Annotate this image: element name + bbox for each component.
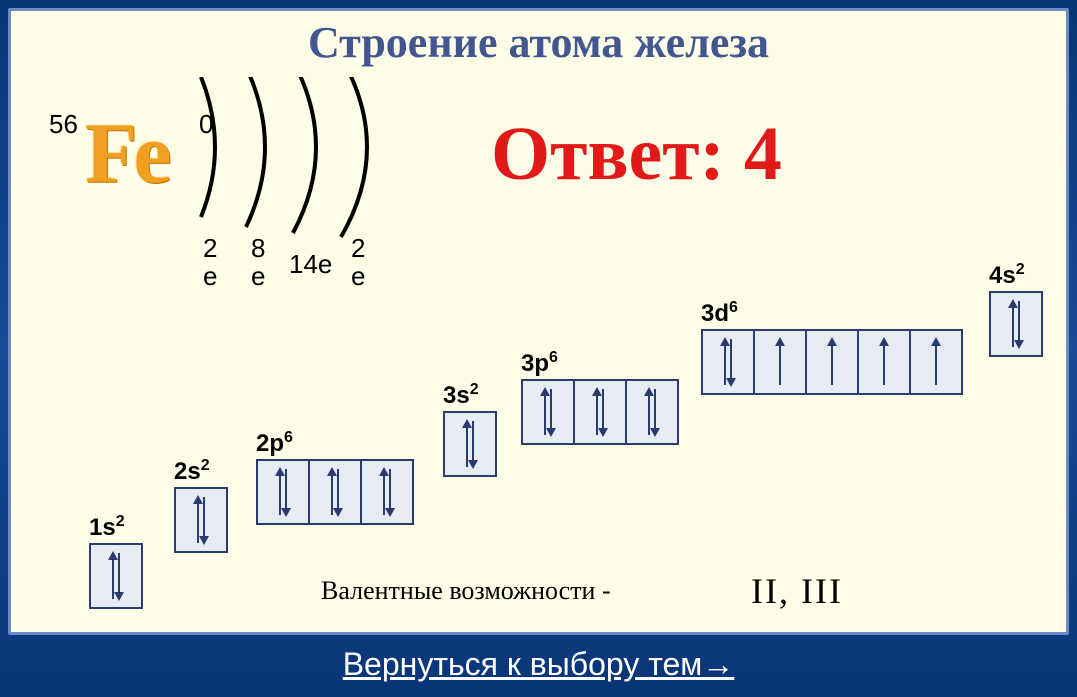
electron-arrow-up bbox=[466, 421, 468, 467]
electron-arrow-up bbox=[779, 339, 781, 385]
electron-arrow-down bbox=[285, 469, 287, 515]
orbital-box bbox=[360, 459, 414, 525]
orbital-box bbox=[308, 459, 362, 525]
valence-values: II, III bbox=[751, 570, 843, 612]
mass-number: 56 bbox=[49, 109, 78, 140]
orbital-box bbox=[701, 329, 755, 395]
electron-shells-arcs bbox=[171, 77, 411, 247]
electron-arrow-up bbox=[197, 497, 199, 543]
electron-arrow-up bbox=[544, 389, 546, 435]
orbital-3p: 3p6 bbox=[521, 379, 679, 445]
orbital-box bbox=[256, 459, 310, 525]
shell-1-e: e bbox=[203, 261, 217, 292]
answer-text: Ответ: 4 bbox=[491, 111, 782, 198]
orbital-box bbox=[174, 487, 228, 553]
electron-arrow-down bbox=[602, 389, 604, 435]
element-symbol: Fe bbox=[85, 103, 168, 203]
orbital-diagram: 1s2 2s2 2p6 3s2 3p6 3d6 4s2 bbox=[11, 11, 1066, 632]
orbital-box bbox=[805, 329, 859, 395]
slide-title: Строение атома железа bbox=[11, 17, 1066, 68]
orbital-3s: 3s2 bbox=[443, 411, 497, 477]
orbital-boxes-3d bbox=[701, 329, 963, 395]
content-panel: Строение атома железа 56 Fe 0 2 e 8 e 14… bbox=[11, 11, 1066, 632]
orbital-box bbox=[521, 379, 575, 445]
electron-arrow-down bbox=[730, 339, 732, 385]
shell-4-n: 2 bbox=[351, 233, 365, 264]
orbital-box bbox=[89, 543, 143, 609]
orbital-box bbox=[753, 329, 807, 395]
orbital-label-2p: 2p6 bbox=[256, 429, 293, 458]
electron-arrow-down bbox=[1018, 301, 1020, 347]
electron-arrow-down bbox=[203, 497, 205, 543]
electron-arrow-down bbox=[550, 389, 552, 435]
orbital-boxes-2s bbox=[174, 487, 228, 553]
orbital-2s: 2s2 bbox=[174, 487, 228, 553]
orbital-box bbox=[625, 379, 679, 445]
orbital-boxes-3p bbox=[521, 379, 679, 445]
orbital-label-4s: 4s2 bbox=[989, 261, 1025, 290]
orbital-2p: 2p6 bbox=[256, 459, 414, 525]
electron-arrow-down bbox=[472, 421, 474, 467]
valence-label: Валентные возможности - bbox=[321, 576, 611, 606]
electron-arrow-up bbox=[383, 469, 385, 515]
orbital-label-1s: 1s2 bbox=[89, 513, 125, 542]
orbital-label-3d: 3d6 bbox=[701, 299, 738, 328]
back-link-container: Вернуться к выбору тем→ bbox=[0, 646, 1077, 683]
electron-arrow-down bbox=[118, 553, 120, 599]
orbital-boxes-3s bbox=[443, 411, 497, 477]
electron-arrow-up bbox=[724, 339, 726, 385]
shell-4-e: e bbox=[351, 261, 365, 292]
electron-arrow-up bbox=[112, 553, 114, 599]
shell-2-n: 8 bbox=[251, 233, 265, 264]
electron-arrow-up bbox=[935, 339, 937, 385]
electron-arrow-up bbox=[883, 339, 885, 385]
orbital-label-3s: 3s2 bbox=[443, 381, 479, 410]
slide-border: Строение атома железа 56 Fe 0 2 e 8 e 14… bbox=[8, 8, 1069, 635]
shell-1-n: 2 bbox=[203, 233, 217, 264]
electron-arrow-up bbox=[279, 469, 281, 515]
orbital-boxes-4s bbox=[989, 291, 1043, 357]
electron-arrow-up bbox=[831, 339, 833, 385]
shell-3-n: 14e bbox=[289, 249, 332, 280]
orbital-box bbox=[443, 411, 497, 477]
electron-arrow-up bbox=[331, 469, 333, 515]
electron-arrow-up bbox=[1012, 301, 1014, 347]
orbital-1s: 1s2 bbox=[89, 543, 143, 609]
orbital-label-2s: 2s2 bbox=[174, 457, 210, 486]
electron-arrow-up bbox=[648, 389, 650, 435]
slide-outer: Строение атома железа 56 Fe 0 2 e 8 e 14… bbox=[0, 0, 1077, 697]
orbital-box bbox=[573, 379, 627, 445]
back-link[interactable]: Вернуться к выбору тем→ bbox=[343, 646, 735, 682]
orbital-box bbox=[909, 329, 963, 395]
electron-arrow-down bbox=[337, 469, 339, 515]
orbital-boxes-1s bbox=[89, 543, 143, 609]
orbital-boxes-2p bbox=[256, 459, 414, 525]
orbital-4s: 4s2 bbox=[989, 291, 1043, 357]
shell-2-e: e bbox=[251, 261, 265, 292]
electron-arrow-down bbox=[654, 389, 656, 435]
electron-arrow-down bbox=[389, 469, 391, 515]
orbital-box bbox=[989, 291, 1043, 357]
orbital-box bbox=[857, 329, 911, 395]
orbital-3d: 3d6 bbox=[701, 329, 963, 395]
orbital-label-3p: 3p6 bbox=[521, 349, 558, 378]
electron-arrow-up bbox=[596, 389, 598, 435]
